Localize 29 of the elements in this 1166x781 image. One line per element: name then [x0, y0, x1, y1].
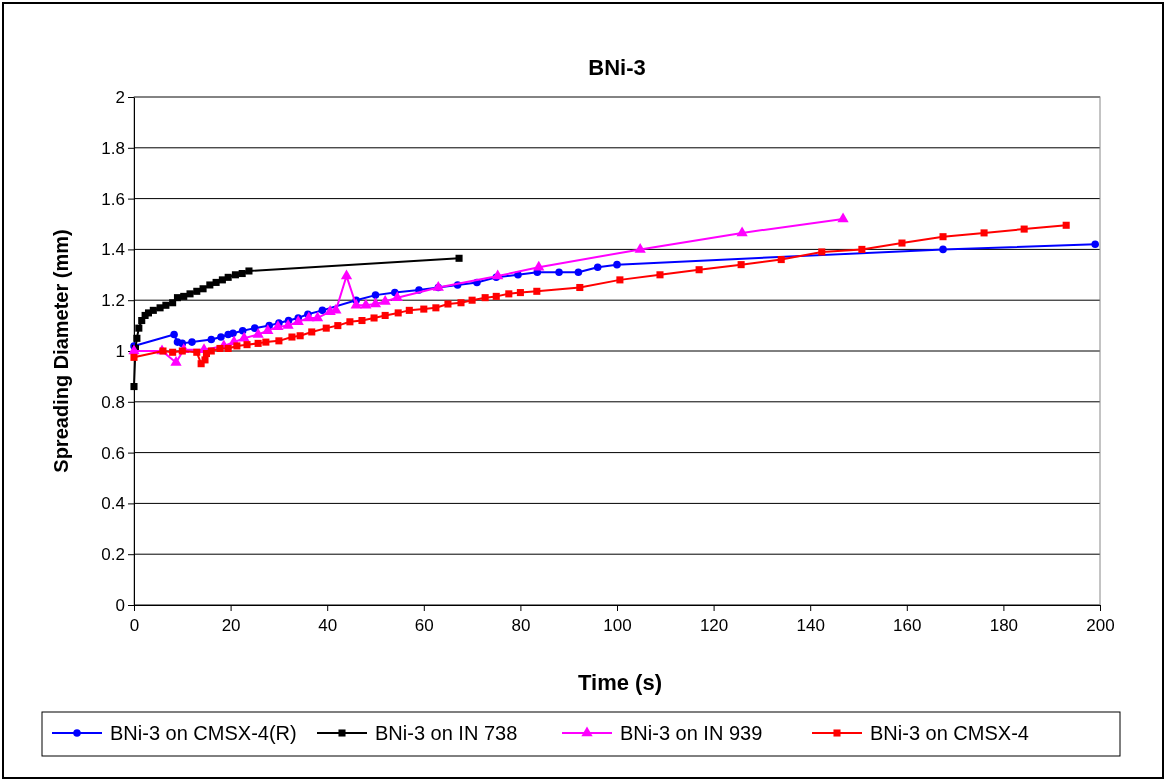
x-tick-label: 180 [989, 616, 1019, 635]
y-tick-label: 2 [115, 87, 125, 107]
y-tick-label: 1.2 [101, 291, 125, 311]
x-tick-label: 160 [893, 616, 922, 635]
x-tick-label: 0 [129, 616, 140, 635]
y-tick-label: 1.6 [101, 189, 125, 209]
x-tick-label: 200 [1086, 616, 1115, 635]
legend-label: BNi-3 on CMSX-4 [870, 722, 1029, 744]
y-tick-label: 0.4 [101, 494, 125, 514]
y-tick-label: 1.4 [101, 240, 125, 260]
y-tick-label: 0 [115, 595, 125, 615]
x-tick-label: 100 [603, 616, 632, 635]
legend-label: BNi-3 on IN 939 [620, 722, 763, 744]
legend-label: BNi-3 on CMSX-4(R) [110, 722, 297, 744]
y-tick-label: 1.8 [101, 138, 125, 158]
legend-label: BNi-3 on IN 738 [375, 722, 518, 744]
x-axis-title: Time (s) [578, 670, 662, 695]
x-tick-label: 20 [221, 616, 241, 635]
x-tick-label: 120 [699, 616, 729, 635]
y-axis-title: Spreading Diameter (mm) [50, 229, 72, 473]
chart-title: BNi-3 [588, 55, 646, 80]
y-tick-label: 0.6 [101, 443, 125, 463]
y-tick-label: 0.2 [101, 545, 125, 565]
x-tick-label: 140 [796, 616, 825, 635]
x-tick-label: 60 [414, 616, 434, 635]
y-tick-label: 1 [115, 341, 125, 361]
y-tick-label: 0.8 [101, 392, 125, 412]
x-tick-label: 40 [318, 616, 338, 635]
x-tick-label: 80 [511, 616, 531, 635]
